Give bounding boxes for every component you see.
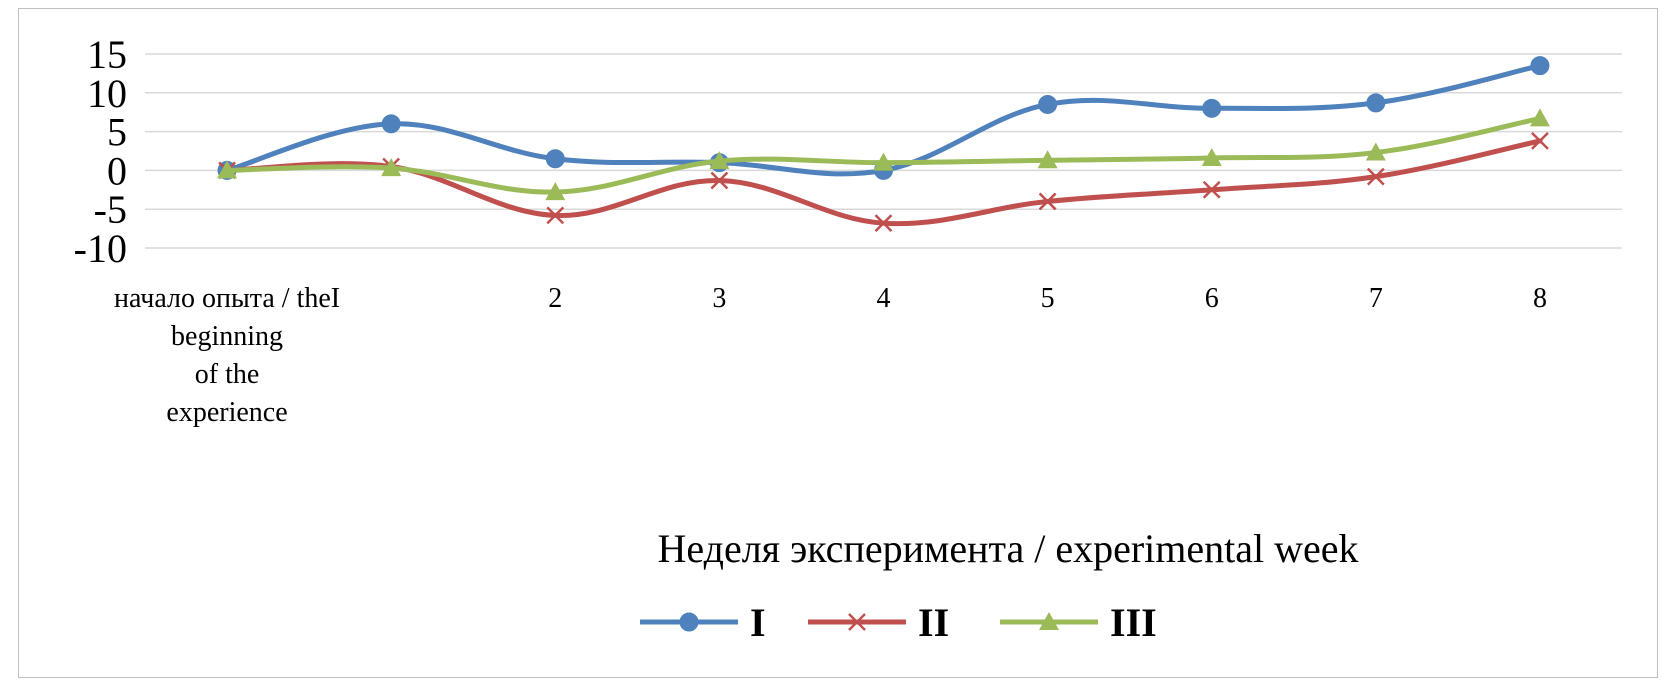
x-tick-label: 3 xyxy=(712,283,726,314)
x-tick-label: beginning xyxy=(171,321,283,352)
legend-item-II: II xyxy=(808,600,949,645)
y-tick-label: 0 xyxy=(107,148,127,193)
x-tick-label: 4 xyxy=(877,283,891,314)
x-tick-label: of the xyxy=(195,359,260,390)
data-point-II xyxy=(1366,167,1385,186)
series-lines xyxy=(217,56,1550,233)
data-point-II xyxy=(874,214,893,233)
legend: I II III xyxy=(640,600,1157,645)
data-point-III xyxy=(1201,147,1222,166)
series-line-II xyxy=(224,138,1543,227)
data-point-II xyxy=(710,171,729,190)
y-tick-label: 15 xyxy=(87,32,127,77)
data-point-III xyxy=(217,160,238,179)
data-point-III xyxy=(1365,142,1386,161)
x-tick-label: 8 xyxy=(1533,283,1547,314)
data-point-I xyxy=(1366,93,1386,113)
x-axis-title: Неделя эксперимента / experimental week xyxy=(658,526,1359,571)
x-tick-label: 7 xyxy=(1369,283,1383,314)
y-tick-label: 5 xyxy=(107,110,127,155)
series-III xyxy=(217,108,1550,201)
legend-label: I xyxy=(750,600,766,645)
legend-item-I: I xyxy=(640,600,766,645)
y-tick-label: 10 xyxy=(87,71,127,116)
series-II xyxy=(218,132,1549,233)
legend-label: II xyxy=(918,600,949,645)
legend-label: III xyxy=(1110,600,1157,645)
legend-marker xyxy=(679,612,699,632)
x-tick-label: 5 xyxy=(1041,283,1055,314)
data-point-I xyxy=(545,149,565,169)
data-point-III xyxy=(873,152,894,171)
x-tick-label: experience xyxy=(166,397,287,428)
legend-item-III: III xyxy=(1000,600,1157,645)
x-axis-category-labels: начало опыта / theI beginning of the experi… xyxy=(114,283,1547,428)
legend-marker xyxy=(848,613,866,631)
data-point-III xyxy=(1529,108,1550,127)
data-point-II xyxy=(1038,192,1057,211)
data-point-I xyxy=(381,114,401,134)
x-tick-label: 6 xyxy=(1205,283,1219,314)
data-point-I xyxy=(1530,56,1550,76)
x-tick-label: начало опыта / theI xyxy=(114,283,340,314)
data-point-II xyxy=(1531,132,1549,150)
data-point-I xyxy=(1038,94,1058,114)
y-tick-label: -5 xyxy=(94,187,127,232)
y-tick-label: -10 xyxy=(74,226,127,271)
chart-frame xyxy=(18,8,1658,678)
data-point-I xyxy=(1202,98,1222,118)
data-point-II xyxy=(1202,180,1221,199)
data-point-III xyxy=(1037,150,1058,169)
data-point-III xyxy=(381,158,402,177)
legend-marker xyxy=(1039,612,1059,630)
data-point-III xyxy=(709,151,730,170)
x-tick-label: 2 xyxy=(548,283,562,314)
data-point-II xyxy=(546,206,565,225)
data-point-III xyxy=(545,182,566,201)
